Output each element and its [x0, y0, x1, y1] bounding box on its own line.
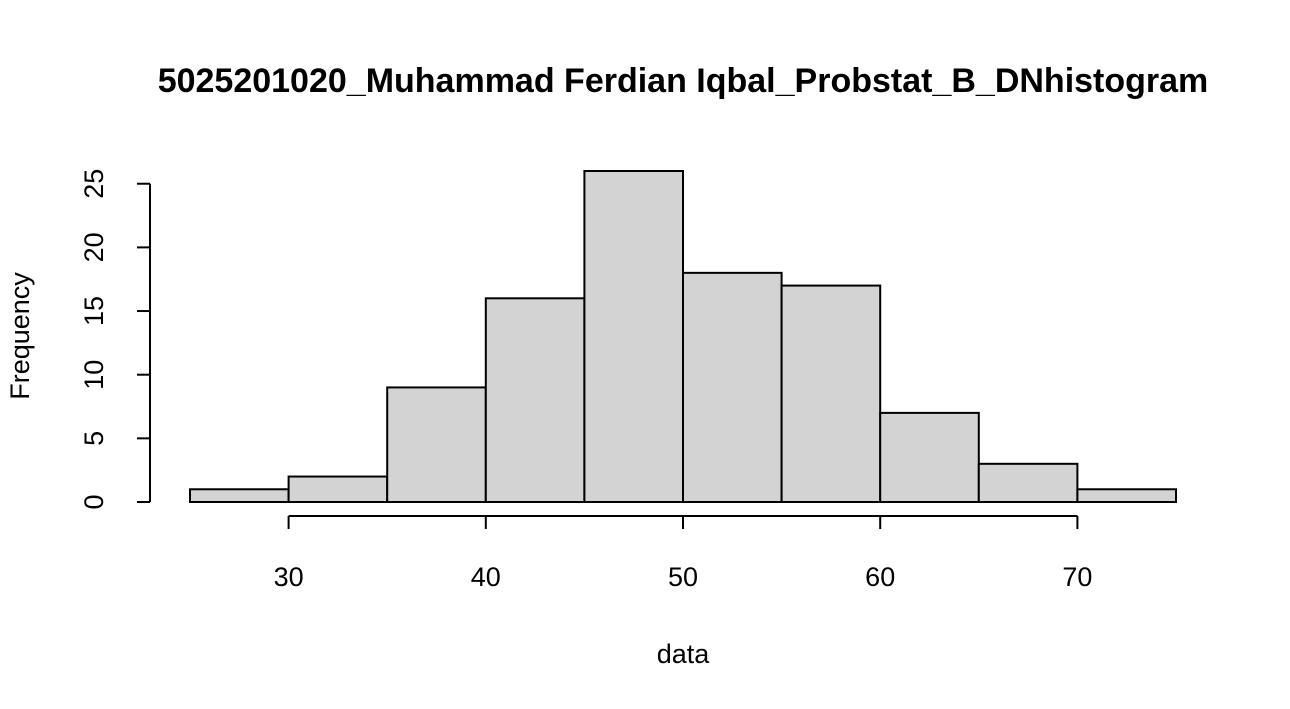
histogram-bar-30-35 [287, 475, 389, 503]
y-tick-label-20: 20 [79, 232, 109, 262]
y-tick-label-25: 25 [79, 169, 109, 199]
chart-title: 5025201020_Muhammad Ferdian Iqbal_Probst… [158, 62, 1209, 100]
x-tick-label-70: 70 [1062, 562, 1092, 592]
histogram-bar-70-75 [1076, 488, 1178, 503]
histogram-bar-35-40 [386, 386, 487, 503]
histogram-bar-45-50 [583, 170, 685, 503]
histogram-bar-55-60 [780, 284, 882, 504]
histogram-bar-40-45 [484, 297, 586, 503]
histogram-bar-65-70 [977, 462, 1079, 503]
histogram-bar-50-55 [682, 271, 783, 503]
y-tick-label-15: 15 [79, 296, 109, 326]
x-tick-label-40: 40 [471, 562, 501, 592]
y-tick-label-10: 10 [79, 360, 109, 390]
y-axis-label: Frequency [5, 272, 35, 400]
histogram-bar-25-30 [189, 488, 290, 503]
y-axis: 0 5 10 15 20 25 [79, 169, 151, 510]
y-tick-label-5: 5 [79, 431, 109, 446]
x-axis: 30 40 50 60 70 [274, 515, 1092, 592]
x-tick-label-60: 60 [865, 562, 895, 592]
x-axis-label: data [657, 639, 711, 669]
x-tick-label-30: 30 [274, 562, 304, 592]
y-tick-label-0: 0 [79, 494, 109, 509]
histogram-bar-60-65 [879, 411, 980, 503]
histogram-bars [189, 170, 1178, 504]
x-tick-label-50: 50 [668, 562, 698, 592]
